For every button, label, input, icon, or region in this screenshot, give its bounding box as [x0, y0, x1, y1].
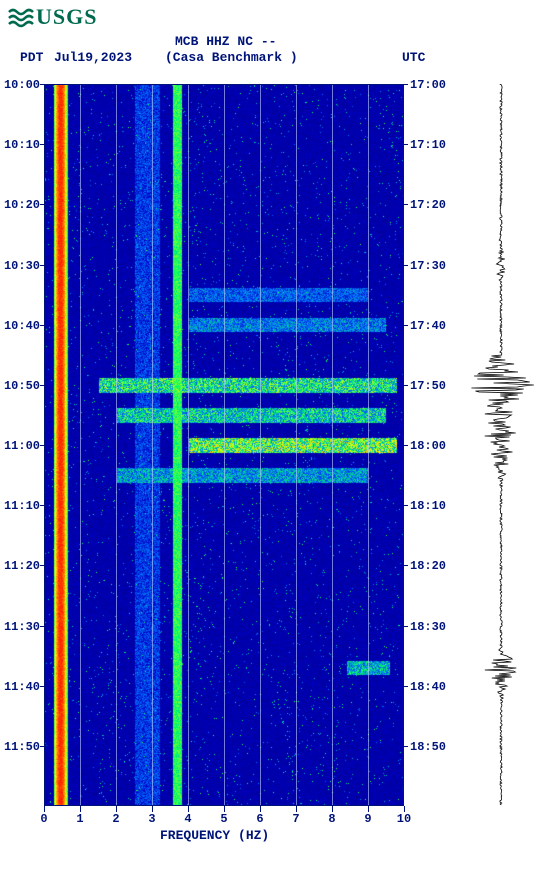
x-tickmark [44, 806, 45, 812]
tz-right-label: UTC [402, 50, 425, 65]
y-left-tickmark [40, 445, 44, 446]
y-left-tick: 11:10 [0, 499, 40, 513]
freq-gridline [116, 84, 117, 806]
x-tickmark [116, 806, 117, 812]
y-left-tick: 10:20 [0, 198, 40, 212]
y-left-tickmark [40, 385, 44, 386]
spectrogram-plot [44, 84, 404, 806]
x-tick: 0 [34, 812, 54, 826]
y-left-tickmark [40, 505, 44, 506]
y-right-tickmark [404, 385, 408, 386]
y-right-tickmark [404, 565, 408, 566]
y-right-tick: 18:30 [410, 620, 460, 634]
y-right-tick: 17:00 [410, 78, 460, 92]
freq-gridline [224, 84, 225, 806]
y-right-tick: 18:10 [410, 499, 460, 513]
y-left-tickmark [40, 204, 44, 205]
x-tickmark [152, 806, 153, 812]
y-left-tick: 10:00 [0, 78, 40, 92]
y-right-tick: 17:50 [410, 379, 460, 393]
y-left-tickmark [40, 746, 44, 747]
x-tick: 4 [178, 812, 198, 826]
y-left-tick: 10:40 [0, 319, 40, 333]
y-right-tick: 17:30 [410, 259, 460, 273]
x-tickmark [224, 806, 225, 812]
y-right-tickmark [404, 445, 408, 446]
y-right-tickmark [404, 265, 408, 266]
x-axis-label: FREQUENCY (HZ) [160, 828, 269, 843]
x-tick: 3 [142, 812, 162, 826]
y-right-tickmark [404, 626, 408, 627]
y-left-tick: 11:50 [0, 740, 40, 754]
waveform-trace [471, 84, 533, 805]
tz-left-label: PDT [20, 50, 43, 65]
freq-gridline [260, 84, 261, 806]
y-left-tickmark [40, 565, 44, 566]
y-left-tickmark [40, 686, 44, 687]
x-tickmark [332, 806, 333, 812]
y-left-tick: 10:50 [0, 379, 40, 393]
y-right-tickmark [404, 204, 408, 205]
x-tick: 5 [214, 812, 234, 826]
x-tick: 6 [250, 812, 270, 826]
y-left-tick: 11:00 [0, 439, 40, 453]
y-left-tickmark [40, 84, 44, 85]
station-code: MCB HHZ NC -- [175, 34, 276, 49]
y-right-tickmark [404, 746, 408, 747]
y-left-tickmark [40, 626, 44, 627]
y-right-tickmark [404, 84, 408, 85]
y-right-tickmark [404, 144, 408, 145]
station-name: (Casa Benchmark ) [165, 50, 298, 65]
logo-text: USGS [36, 4, 97, 30]
seismogram-plot [460, 84, 542, 806]
freq-gridline [80, 84, 81, 806]
y-right-tickmark [404, 325, 408, 326]
seismogram-svg [460, 84, 542, 806]
x-tickmark [188, 806, 189, 812]
wave-icon [8, 6, 34, 28]
x-tickmark [404, 806, 405, 812]
y-right-tick: 18:20 [410, 559, 460, 573]
y-left-tick: 11:30 [0, 620, 40, 634]
y-left-tick: 10:10 [0, 138, 40, 152]
freq-gridline [152, 84, 153, 806]
date-label: Jul19,2023 [54, 50, 132, 65]
y-right-tick: 18:50 [410, 740, 460, 754]
x-tick: 9 [358, 812, 378, 826]
x-tick: 10 [394, 812, 414, 826]
y-right-tick: 18:40 [410, 680, 460, 694]
y-right-tickmark [404, 505, 408, 506]
x-tickmark [80, 806, 81, 812]
y-right-tick: 17:10 [410, 138, 460, 152]
y-right-tick: 17:20 [410, 198, 460, 212]
x-tick: 2 [106, 812, 126, 826]
freq-gridline [332, 84, 333, 806]
freq-gridline [296, 84, 297, 806]
x-tickmark [296, 806, 297, 812]
y-left-tick: 10:30 [0, 259, 40, 273]
x-tickmark [260, 806, 261, 812]
y-left-tickmark [40, 144, 44, 145]
x-tick: 1 [70, 812, 90, 826]
y-right-tick: 17:40 [410, 319, 460, 333]
y-right-tickmark [404, 686, 408, 687]
y-left-tickmark [40, 265, 44, 266]
y-left-tick: 11:20 [0, 559, 40, 573]
usgs-logo: USGS [8, 4, 97, 30]
x-tick: 7 [286, 812, 306, 826]
y-left-tick: 11:40 [0, 680, 40, 694]
y-right-tick: 18:00 [410, 439, 460, 453]
x-tick: 8 [322, 812, 342, 826]
x-tickmark [368, 806, 369, 812]
freq-gridline [188, 84, 189, 806]
y-left-tickmark [40, 325, 44, 326]
freq-gridline [368, 84, 369, 806]
